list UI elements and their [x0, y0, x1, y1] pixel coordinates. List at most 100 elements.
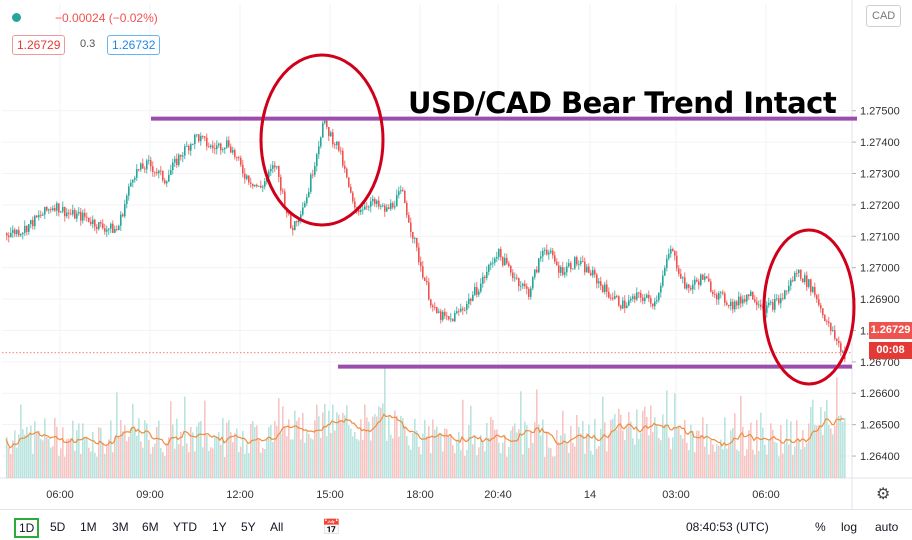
ask-price[interactable]: 1.26732 [107, 35, 161, 55]
candle-body [98, 222, 100, 229]
volume-bar [514, 423, 516, 478]
volume-bar [704, 446, 706, 478]
volume-bar [402, 418, 404, 478]
candle-body [8, 235, 10, 237]
volume-bar [260, 452, 262, 478]
candle-body [80, 211, 82, 221]
volume-bar [388, 416, 390, 478]
candle-body [304, 203, 306, 208]
volume-bar [370, 440, 372, 478]
volume-bar [740, 395, 742, 478]
volume-bar [154, 443, 156, 478]
candle-body [612, 297, 614, 299]
timeframe-all[interactable]: All [270, 520, 284, 534]
timeframe-1d[interactable]: 1D [14, 518, 40, 538]
volume-bar [36, 432, 38, 478]
volume-bar [556, 430, 558, 478]
volume-bar [100, 428, 102, 478]
countdown-tag: 00:08 [869, 342, 912, 359]
candle-body [126, 195, 128, 205]
candle-body [700, 274, 702, 285]
volume-bar [194, 451, 196, 478]
y-tick-label: 1.26900 [860, 294, 900, 306]
calendar-icon[interactable]: 📅 [322, 519, 341, 536]
candle-body [188, 146, 190, 151]
volume-bar [698, 430, 700, 478]
volume-bar [812, 399, 814, 478]
candle-body [584, 261, 586, 273]
volume-bar [672, 437, 674, 478]
timeframe-1y[interactable]: 1Y [212, 520, 227, 534]
candle-body [264, 181, 266, 187]
candle-body [88, 217, 90, 222]
volume-bar [56, 426, 58, 478]
volume-bar [544, 456, 546, 478]
candle-body [542, 250, 544, 257]
candle-body [428, 282, 430, 300]
candle-body [210, 145, 212, 147]
candle-body [720, 292, 722, 294]
y-tick-label: 1.26500 [860, 420, 900, 432]
volume-bar [540, 435, 542, 478]
candle-body [400, 190, 402, 192]
bid-price[interactable]: 1.26729 [12, 35, 66, 55]
candle-body [458, 311, 460, 313]
candle-body [402, 190, 404, 191]
candle-body [300, 214, 302, 218]
volume-bar [286, 436, 288, 478]
volume-bar [216, 437, 218, 478]
auto-toggle[interactable]: auto [875, 520, 899, 534]
timeframe-1m[interactable]: 1M [80, 520, 97, 534]
volume-bar [404, 425, 406, 478]
log-toggle[interactable]: log [841, 520, 858, 534]
candle-body [274, 165, 276, 168]
timeframe-6m[interactable]: 6M [142, 520, 159, 534]
currency-label[interactable]: CAD [866, 5, 902, 27]
volume-bar [822, 435, 824, 478]
volume-bar [68, 438, 70, 478]
candle-body [58, 203, 60, 213]
candle-body [810, 279, 812, 292]
volume-bar [682, 438, 684, 478]
timeframe-ytd[interactable]: YTD [173, 520, 197, 534]
volume-bar [114, 436, 116, 478]
candle-body [414, 238, 416, 239]
volume-bar [132, 403, 134, 478]
candle-body [558, 265, 560, 273]
candle-body [334, 144, 336, 146]
percent-toggle[interactable]: % [815, 520, 826, 534]
volume-bar [20, 404, 22, 478]
volume-bar [192, 432, 194, 478]
candle-body [704, 276, 706, 280]
volume-bar [774, 441, 776, 478]
candle-body [364, 206, 366, 210]
volume-bar [242, 431, 244, 478]
candle-body [216, 145, 218, 150]
candle-body [120, 214, 122, 226]
volume-bar [760, 412, 762, 478]
volume-bar [308, 433, 310, 478]
volume-bar [720, 439, 722, 478]
volume-bar [638, 439, 640, 478]
utc-clock[interactable]: 08:40:53 (UTC) [686, 520, 769, 534]
volume-bar [624, 440, 626, 478]
candle-body [482, 276, 484, 284]
gear-icon[interactable]: ⚙ [876, 486, 891, 503]
timeframe-3m[interactable]: 3M [112, 520, 129, 534]
candle-body [336, 141, 338, 146]
candle-body [496, 257, 498, 259]
candle-body [616, 296, 618, 297]
candle-body [754, 299, 756, 302]
timeframe-5y[interactable]: 5Y [241, 520, 256, 534]
candle-body [332, 132, 334, 145]
candle-body [36, 215, 38, 218]
timeframe-5d[interactable]: 5D [50, 520, 66, 534]
volume-bar [64, 456, 66, 478]
candle-body [416, 238, 418, 248]
volume-bar [590, 450, 592, 478]
candle-body [284, 191, 286, 208]
candle-body [646, 294, 648, 298]
candle-body [446, 315, 448, 317]
